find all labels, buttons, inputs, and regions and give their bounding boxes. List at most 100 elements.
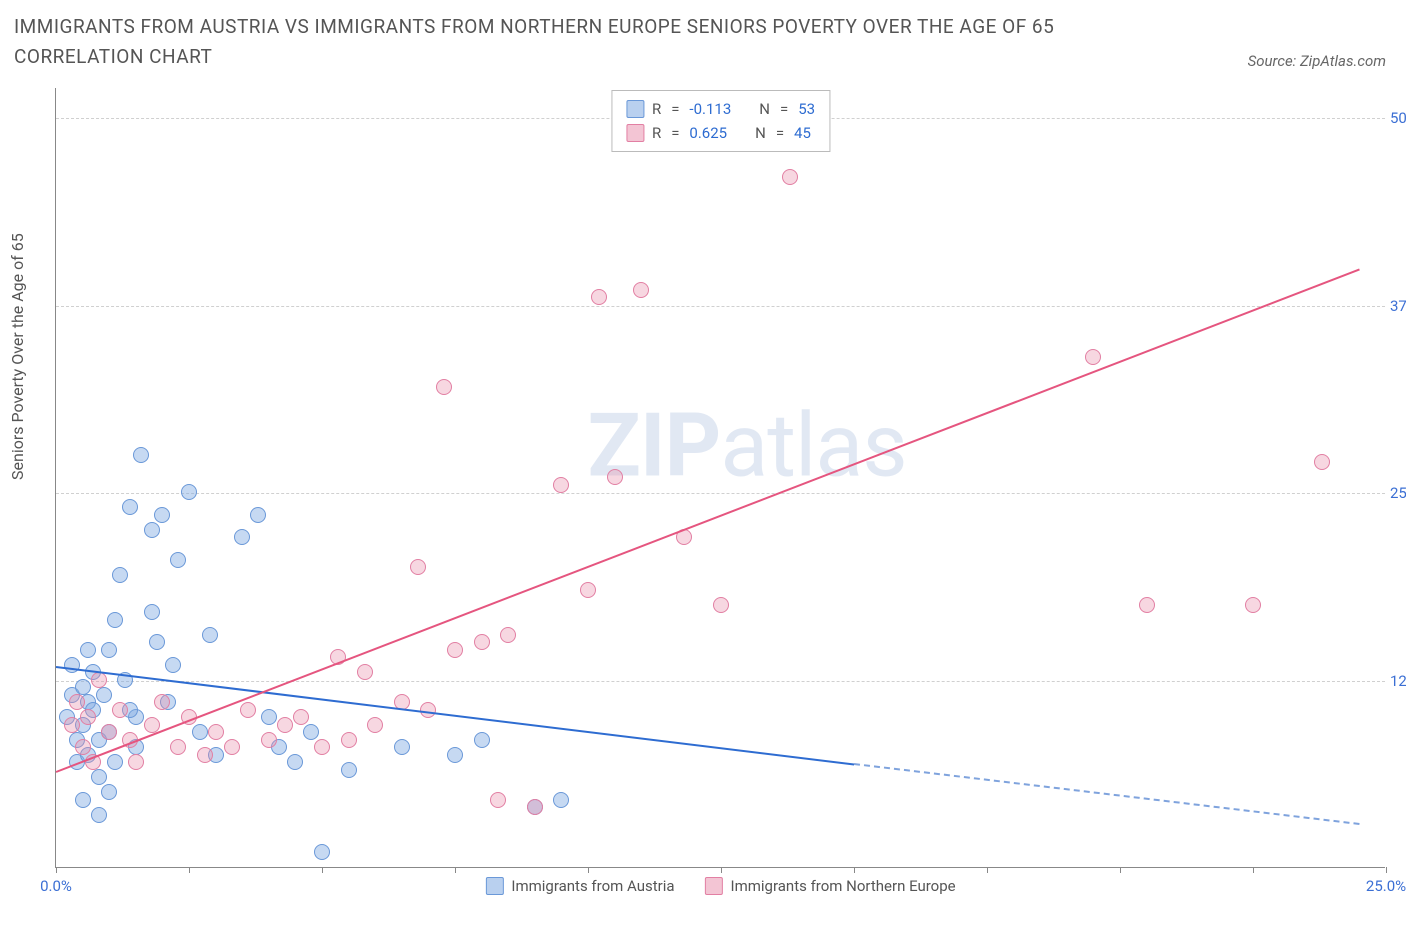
swatch-blue [485, 877, 503, 895]
data-point [1245, 597, 1261, 613]
x-tick-label: 0.0% [40, 877, 72, 895]
watermark-bold: ZIP [587, 395, 720, 498]
r-label: R [652, 97, 661, 121]
y-axis-label: Seniors Poverty Over the Age of 65 [8, 233, 27, 480]
x-tick [189, 867, 190, 873]
data-point [122, 499, 138, 515]
data-point [500, 627, 516, 643]
data-point [197, 747, 213, 763]
r-value-pink: 0.625 [689, 121, 727, 145]
data-point [447, 642, 463, 658]
data-point [250, 507, 266, 523]
data-point [101, 724, 117, 740]
data-point [133, 447, 149, 463]
data-point [107, 612, 123, 628]
data-point [553, 477, 569, 493]
data-point [91, 807, 107, 823]
trendline-blue-extrapolated [854, 763, 1360, 825]
chart-title: IMMIGRANTS FROM AUSTRIA VS IMMIGRANTS FR… [14, 12, 1114, 73]
x-tick [1120, 867, 1121, 873]
n-value-blue: 53 [798, 97, 815, 121]
data-point [490, 792, 506, 808]
data-point [580, 582, 596, 598]
n-value-pink: 45 [794, 121, 811, 145]
data-point [170, 739, 186, 755]
data-point [420, 702, 436, 718]
data-point [75, 792, 91, 808]
equals-sign: = [671, 97, 679, 121]
series-label-blue: Immigrants from Austria [511, 877, 674, 895]
data-point [261, 709, 277, 725]
n-label: N [755, 121, 766, 145]
x-tick [1253, 867, 1254, 873]
data-point [474, 732, 490, 748]
data-point [80, 709, 96, 725]
data-point [293, 709, 309, 725]
data-point [1139, 597, 1155, 613]
swatch-pink [626, 124, 644, 142]
data-point [394, 739, 410, 755]
data-point [75, 739, 91, 755]
data-point [447, 747, 463, 763]
correlation-legend: R = -0.113 N = 53 R = 0.625 N = 45 [611, 90, 830, 152]
scatter-chart: ZIPatlas R = -0.113 N = 53 R = 0.625 N =… [55, 88, 1385, 868]
equals-sign: = [671, 121, 679, 145]
data-point [64, 717, 80, 733]
source-name: ZipAtlas.com [1300, 52, 1386, 70]
data-point [112, 702, 128, 718]
data-point [277, 717, 293, 733]
source-label: Source: [1248, 52, 1297, 70]
x-tick [455, 867, 456, 873]
trendline-pink [56, 268, 1360, 772]
data-point [314, 844, 330, 860]
y-tick-label: 37.5% [1390, 297, 1406, 315]
x-tick [322, 867, 323, 873]
x-tick [987, 867, 988, 873]
data-point [240, 702, 256, 718]
series-label-pink: Immigrants from Northern Europe [731, 877, 956, 895]
equals-sign: = [780, 97, 788, 121]
data-point [234, 529, 250, 545]
gridline [56, 493, 1385, 494]
data-point [553, 792, 569, 808]
data-point [208, 724, 224, 740]
data-point [713, 597, 729, 613]
data-point [202, 627, 218, 643]
data-point [261, 732, 277, 748]
data-point [357, 664, 373, 680]
watermark: ZIPatlas [587, 395, 906, 498]
r-label: R [652, 121, 661, 145]
data-point [144, 604, 160, 620]
data-point [633, 282, 649, 298]
data-point [69, 694, 85, 710]
swatch-pink [705, 877, 723, 895]
data-point [607, 469, 623, 485]
swatch-blue [626, 100, 644, 118]
data-point [527, 799, 543, 815]
data-point [144, 522, 160, 538]
data-point [107, 754, 123, 770]
y-tick-label: 25.0% [1390, 484, 1406, 502]
x-tick [854, 867, 855, 873]
data-point [192, 724, 208, 740]
n-label: N [759, 97, 770, 121]
data-point [367, 717, 383, 733]
data-point [474, 634, 490, 650]
equals-sign: = [776, 121, 784, 145]
data-point [96, 687, 112, 703]
data-point [128, 754, 144, 770]
data-point [436, 379, 452, 395]
x-tick-label: 25.0% [1366, 877, 1406, 895]
x-tick [56, 867, 57, 873]
data-point [101, 784, 117, 800]
x-tick [1386, 867, 1387, 873]
data-point [782, 169, 798, 185]
legend-row-blue: R = -0.113 N = 53 [626, 97, 815, 121]
x-tick [721, 867, 722, 873]
legend-item-pink: Immigrants from Northern Europe [705, 877, 956, 895]
data-point [303, 724, 319, 740]
data-point [101, 642, 117, 658]
gridline [56, 306, 1385, 307]
data-point [1314, 454, 1330, 470]
gridline [56, 681, 1385, 682]
